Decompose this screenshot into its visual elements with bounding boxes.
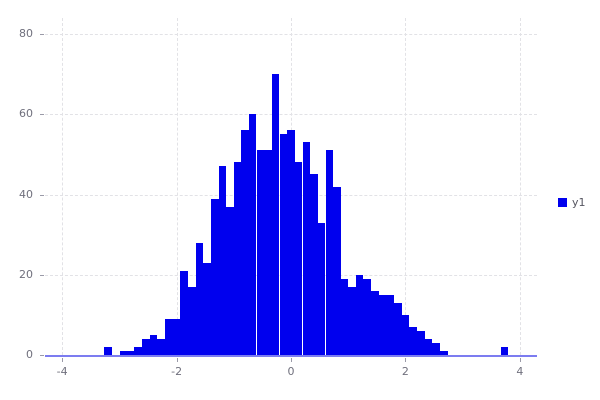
histogram-bar [302, 142, 311, 355]
histogram-bar [340, 278, 348, 355]
histogram-bar [142, 338, 151, 355]
histogram-bar [180, 270, 188, 355]
histogram-bar [233, 162, 242, 355]
histogram-bar [195, 242, 204, 355]
histogram-bar [165, 318, 173, 355]
y-tick-label: 20 [19, 267, 33, 281]
x-tick-mark [291, 358, 292, 362]
histogram-bar [271, 74, 280, 355]
histogram-bar [218, 166, 227, 355]
y-tick-label: 60 [19, 107, 33, 121]
x-tick-label: 0 [287, 365, 295, 378]
x-tick-mark [405, 358, 407, 362]
histogram-bar [332, 186, 341, 355]
histogram-bar [264, 150, 272, 355]
gridline-vertical [519, 18, 521, 355]
gridline-vertical [62, 18, 64, 355]
y-tick-mark [40, 114, 44, 116]
histogram-bar [203, 262, 211, 355]
histogram-bar [439, 350, 448, 355]
histogram-bar [279, 134, 288, 355]
histogram-bar [325, 150, 334, 355]
histogram-bar [294, 162, 303, 355]
histogram-bar [401, 314, 410, 355]
x-tick-label: 4 [516, 365, 524, 378]
histogram-bar [310, 174, 318, 355]
histogram-bar [188, 286, 196, 355]
y-tick-label: 0 [26, 348, 33, 361]
histogram-bar [317, 222, 326, 355]
histogram-bar [157, 338, 165, 355]
x-axis-line [45, 355, 537, 357]
histogram-bar [363, 278, 371, 355]
histogram-bar [149, 334, 158, 355]
y-tick-mark [40, 274, 44, 276]
histogram-bar [378, 294, 387, 355]
histogram-bar [256, 150, 265, 355]
y-tick-label: 40 [19, 187, 33, 201]
histogram-bar [424, 338, 433, 355]
y-tick-mark [40, 355, 44, 356]
histogram-bar [248, 114, 257, 355]
histogram-bar [355, 274, 364, 355]
histogram-bar [119, 350, 128, 355]
histogram-bar [287, 130, 295, 355]
histogram-bar [134, 346, 143, 355]
gridline-vertical [176, 18, 178, 355]
histogram-bar [431, 342, 440, 355]
y-tick-label: 80 [19, 27, 33, 41]
legend-label: y1 [572, 196, 586, 209]
x-tick-mark [519, 358, 521, 362]
histogram-bar [211, 198, 219, 355]
histogram-bar [127, 350, 135, 355]
legend-swatch-icon [558, 198, 567, 207]
histogram-bar [241, 130, 250, 355]
x-tick-label: -4 [56, 365, 68, 378]
histogram-bar [172, 318, 181, 355]
y-tick-mark [40, 34, 44, 36]
histogram-bar [386, 294, 394, 355]
histogram-bar [348, 286, 356, 355]
x-tick-label: -2 [171, 365, 183, 378]
y-tick-mark [40, 194, 44, 196]
histogram-bar [225, 206, 234, 355]
x-tick-label: 2 [401, 365, 409, 378]
histogram-bar [394, 302, 402, 355]
histogram-bar [500, 346, 509, 355]
histogram-bar [104, 346, 112, 355]
histogram-bar [417, 330, 425, 355]
chart-legend[interactable]: y1 [558, 196, 586, 209]
x-tick-mark [62, 358, 64, 362]
gridline-vertical [405, 18, 407, 355]
histogram-bar [371, 290, 379, 355]
x-tick-mark [176, 358, 178, 362]
histogram-bar [409, 326, 417, 355]
